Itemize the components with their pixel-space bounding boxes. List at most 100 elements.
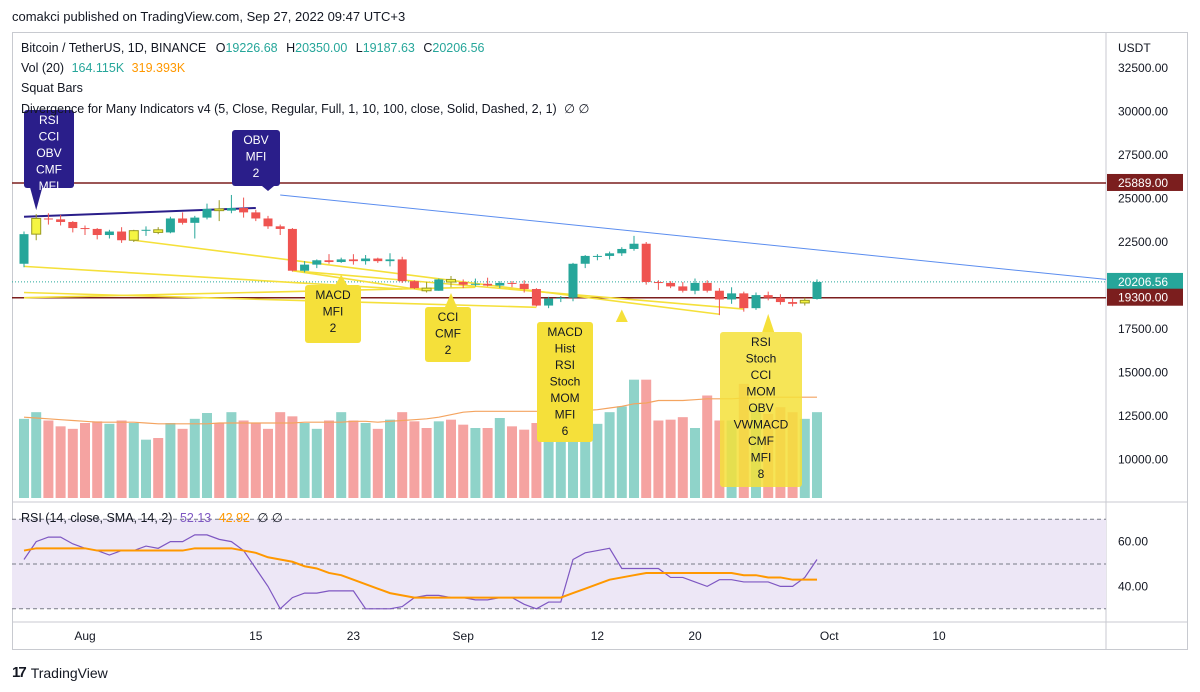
label-pointer — [445, 293, 457, 307]
volume-bar — [714, 420, 725, 498]
candle-body — [788, 302, 798, 304]
time-tick-label: 23 — [347, 629, 361, 643]
rsi-ma-value: 42.92 — [218, 511, 250, 525]
volume-bar — [250, 423, 261, 498]
candle-body — [519, 283, 529, 290]
candle-body — [153, 229, 164, 233]
candle-body — [666, 282, 676, 287]
divergence-label-line: MFI — [39, 179, 60, 193]
rsi-value: 52.13 — [179, 511, 212, 525]
candle-body — [239, 208, 249, 213]
volume-bar — [275, 412, 286, 498]
candle-body — [312, 260, 322, 265]
volume-bar — [397, 412, 408, 498]
divergence-label-text: OBV MFI 2 — [243, 133, 268, 180]
price-badge-label: 20206.56 — [1118, 275, 1168, 289]
candle-body — [263, 218, 273, 227]
rsi-label[interactable]: RSI (14, close, SMA, 14, 2) — [21, 511, 173, 525]
divergence-label-line: RSI — [555, 358, 575, 372]
price-tick-label: 25000.00 — [1118, 191, 1168, 205]
divergence-label-line: Stoch — [746, 352, 777, 366]
legend-row-divergence: Divergence for Many Indicators v4 (5, Cl… — [21, 101, 589, 116]
volume-bar — [677, 417, 688, 498]
price-tick-label: 15000.00 — [1118, 366, 1168, 380]
divergence-label-box — [24, 110, 74, 188]
bull-divergence-line — [23, 291, 537, 309]
divergence-label-box — [537, 322, 593, 442]
volume-bar — [311, 428, 322, 498]
price-badge — [1107, 272, 1183, 290]
h-label: H — [286, 41, 296, 55]
squat-bars-label[interactable]: Squat Bars — [21, 81, 83, 95]
candle-body — [458, 282, 468, 285]
price-tick-label: 17500.00 — [1118, 322, 1168, 336]
volume-bar — [80, 423, 90, 498]
divergence-indicator-label[interactable]: Divergence for Many Indicators v4 (5, Cl… — [21, 102, 557, 116]
time-tick-label: Aug — [74, 629, 95, 643]
rsi-band — [12, 518, 1106, 610]
candle-body — [361, 258, 371, 262]
volume-bar — [92, 421, 103, 498]
price-tick-label: 22500.00 — [1118, 235, 1168, 249]
volume-bar — [799, 418, 810, 498]
candle-body — [446, 278, 456, 283]
volume-bar — [128, 423, 139, 498]
bull-divergence-line — [292, 269, 744, 310]
candle-body — [178, 218, 188, 223]
candle-body — [690, 282, 700, 291]
symbol-title[interactable]: Bitcoin / TetherUS, 1D, BINANCE — [21, 41, 207, 55]
label-pointer — [615, 309, 628, 322]
volume-bar — [385, 419, 395, 498]
label-pointer — [762, 313, 775, 332]
volume-bar — [690, 428, 700, 498]
o-value: 19226.68 — [225, 41, 278, 55]
divergence-label-line: CMF — [748, 434, 774, 448]
volume-bar — [592, 423, 603, 498]
candle-body — [251, 212, 261, 219]
volume-bar — [299, 423, 310, 498]
volume-bar — [372, 428, 383, 498]
candle-body — [275, 226, 285, 229]
divergence-label-line: RSI — [39, 113, 59, 127]
vol-ma-value: 319.393K — [131, 61, 186, 75]
candle-body — [117, 231, 127, 241]
vol-value: 164.115K — [71, 61, 125, 75]
candle-body — [751, 295, 761, 309]
divergence-label-line: MACD — [547, 325, 583, 339]
candle-body — [68, 221, 78, 229]
candle-body — [300, 264, 310, 271]
divergence-label-box — [720, 332, 802, 487]
publish-header: comakci published on TradingView.com, Se… — [12, 9, 406, 24]
price-tick-label: 32500.00 — [1118, 61, 1168, 75]
candle-body — [287, 228, 297, 271]
volume-bar — [702, 395, 713, 498]
trend-line — [280, 194, 1107, 280]
volume-bar — [653, 420, 664, 498]
divergence-label-line: CCI — [39, 130, 60, 144]
l-label: L — [355, 41, 363, 55]
candle-body — [434, 279, 444, 291]
volume-bar — [202, 413, 212, 498]
candle-body — [653, 282, 663, 284]
volume-bar — [433, 421, 444, 498]
candle-body — [580, 255, 590, 264]
c-label: C — [423, 41, 433, 55]
h-value: 20350.00 — [295, 41, 348, 55]
divergence-label-line: Hist — [555, 342, 576, 356]
divergence-label-line: MFI — [751, 451, 772, 465]
divergence-label-line: VWMACD — [734, 418, 789, 432]
volume-bar — [543, 412, 554, 498]
candle-body — [568, 263, 578, 298]
volume-bar — [336, 412, 347, 498]
vol-label[interactable]: Vol (20) — [21, 61, 65, 75]
divergence-label-line: MFI — [555, 408, 576, 422]
legend-row-squat: Squat Bars — [21, 81, 83, 95]
tradingview-logo[interactable]: 17 TradingView — [12, 664, 108, 681]
divergence-indicator-tail: ∅ ∅ — [564, 102, 590, 116]
candle-body — [31, 217, 42, 235]
candle-body — [92, 228, 102, 236]
volume-bar — [55, 426, 66, 498]
divergence-label-text: MACD MFI 2 — [315, 288, 351, 335]
